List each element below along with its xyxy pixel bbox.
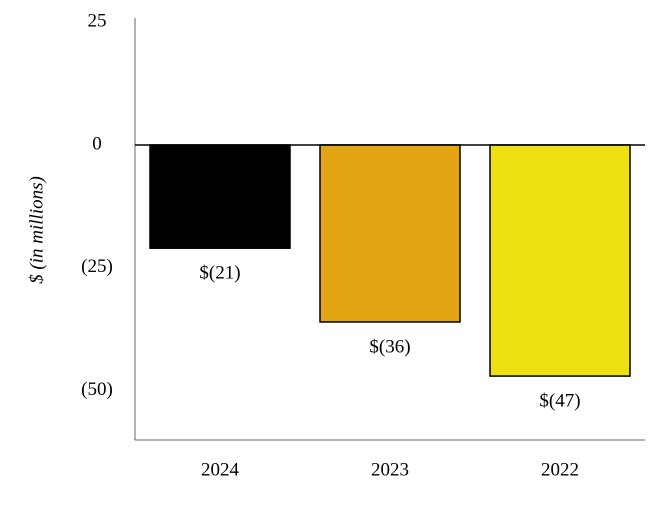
x-tick-label: 2024 — [201, 459, 240, 480]
y-tick-label: 25 — [88, 10, 107, 31]
value-label: $(21) — [199, 263, 240, 284]
bar — [489, 144, 631, 377]
bar — [149, 144, 291, 249]
y-tick-label: (50) — [81, 379, 113, 400]
y-axis-label: $ (in millions) — [26, 176, 47, 284]
x-tick-label: 2023 — [371, 459, 409, 480]
value-label: $(47) — [539, 390, 580, 411]
bar — [319, 144, 461, 323]
y-tick-label: (25) — [81, 256, 113, 277]
value-label: $(36) — [369, 336, 410, 357]
y-tick-label: 0 — [92, 133, 102, 154]
x-tick-label: 2022 — [541, 459, 579, 480]
